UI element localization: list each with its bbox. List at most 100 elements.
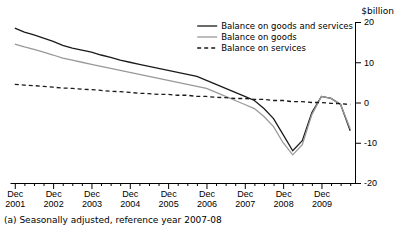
x-tick-mark: [34, 183, 35, 186]
x-tick-label-line: 2009: [312, 199, 332, 209]
x-tick-mark: [53, 183, 54, 189]
x-tick: [34, 183, 35, 186]
x-tick-label-line: 2004: [120, 199, 140, 209]
x-tick: Dec2001: [5, 183, 25, 209]
series-line: [15, 44, 350, 155]
legend-swatch: [197, 36, 217, 37]
x-tick-mark: [159, 183, 160, 186]
x-tick-mark: [139, 183, 140, 186]
legend-swatch: [197, 47, 217, 48]
x-tick-mark: [187, 183, 188, 186]
x-tick: [149, 183, 150, 186]
x-tick-mark: [82, 183, 83, 186]
y-tick-label: 20: [364, 17, 374, 27]
x-tick: [24, 183, 25, 186]
x-tick: [159, 183, 160, 186]
y-axis: -20 -10 0 10 20: [355, 17, 377, 188]
x-tick: [187, 183, 188, 186]
series-line: [15, 28, 350, 151]
legend-label: Balance on services: [221, 43, 306, 53]
x-tick-mark: [168, 183, 169, 189]
legend-item: Balance on goods: [197, 32, 297, 42]
y-tick: 0: [355, 98, 369, 108]
x-tick-mark: [101, 183, 102, 186]
y-tick-mark: [355, 62, 361, 63]
x-tick: Dec2009: [312, 183, 332, 209]
x-axis-line: [11, 183, 356, 184]
x-tick-mark: [321, 183, 322, 189]
x-tick: [101, 183, 102, 186]
x-tick-mark: [197, 183, 198, 186]
x-tick-label-line: Dec: [161, 189, 178, 199]
x-tick-label: Dec2006: [197, 189, 217, 209]
footnote: (a) Seasonally adjusted, reference year …: [4, 215, 222, 225]
x-tick: [274, 183, 275, 186]
x-tick-mark: [331, 183, 332, 186]
x-tick: [226, 183, 227, 186]
x-tick-mark: [245, 183, 246, 189]
x-tick: [63, 183, 64, 186]
y-tick-label: 10: [364, 58, 374, 68]
x-tick: Dec2005: [159, 183, 179, 209]
x-tick-label: Dec2009: [312, 189, 332, 209]
x-tick-mark: [341, 183, 342, 186]
x-tick: [331, 183, 332, 186]
x-tick-label-line: 2002: [44, 199, 64, 209]
x-tick-label-line: Dec: [314, 189, 331, 199]
x-tick-label-line: Dec: [7, 189, 24, 199]
legend: Balance on goods and servicesBalance on …: [197, 21, 353, 53]
x-tick: [111, 183, 112, 186]
x-tick-mark: [312, 183, 313, 186]
x-tick: [312, 183, 313, 186]
legend-item: Balance on services: [197, 43, 306, 53]
x-tick-label-line: Dec: [46, 189, 63, 199]
lines: [15, 28, 350, 155]
x-tick: [341, 183, 342, 186]
y-tick: -10: [355, 138, 377, 148]
x-tick-label: Dec2003: [82, 189, 102, 209]
x-tick-mark: [120, 183, 121, 186]
legend-label: Balance on goods and services: [221, 21, 353, 31]
y-tick: -20: [355, 178, 377, 188]
x-tick: [72, 183, 73, 186]
x-tick-mark: [264, 183, 265, 186]
y-tick-label: -20: [364, 178, 377, 188]
x-tick-mark: [274, 183, 275, 186]
x-tick: [216, 183, 217, 186]
x-tick-mark: [72, 183, 73, 186]
x-tick-label-line: 2006: [197, 199, 217, 209]
x-tick: [197, 183, 198, 186]
x-tick-mark: [216, 183, 217, 186]
x-tick-mark: [15, 183, 16, 189]
y-tick: 20: [355, 17, 374, 27]
x-tick: [350, 183, 351, 186]
x-tick: [44, 183, 45, 186]
y-tick-mark: [355, 143, 361, 144]
legend-swatch: [197, 25, 217, 26]
x-tick-mark: [130, 183, 131, 189]
x-tick: [82, 183, 83, 186]
x-tick: Dec2004: [120, 183, 140, 209]
x-tick-label-line: 2005: [159, 199, 179, 209]
x-axis: Dec2001Dec2002Dec2003Dec2004Dec2005Dec20…: [5, 183, 355, 209]
x-tick: [139, 183, 140, 186]
y-axis-title: $billion: [361, 6, 394, 16]
x-tick: [120, 183, 121, 186]
x-tick: [178, 183, 179, 186]
x-tick-label: Dec2005: [159, 189, 179, 209]
x-tick-label-line: Dec: [199, 189, 216, 199]
x-tick-label-line: Dec: [122, 189, 139, 199]
x-tick: Dec2006: [197, 183, 217, 209]
x-tick-mark: [44, 183, 45, 186]
x-tick-label-line: Dec: [237, 189, 254, 199]
x-tick-label-line: 2001: [5, 199, 25, 209]
x-tick-mark: [350, 183, 351, 186]
x-tick: [302, 183, 303, 186]
x-tick-label: Dec2004: [120, 189, 140, 209]
x-tick: [264, 183, 265, 186]
x-tick-mark: [91, 183, 92, 189]
x-tick: Dec2008: [274, 183, 294, 209]
y-tick-mark: [355, 22, 361, 23]
x-tick-label: Dec2002: [44, 189, 64, 209]
chart: Dec2001Dec2002Dec2003Dec2004Dec2005Dec20…: [0, 0, 397, 227]
